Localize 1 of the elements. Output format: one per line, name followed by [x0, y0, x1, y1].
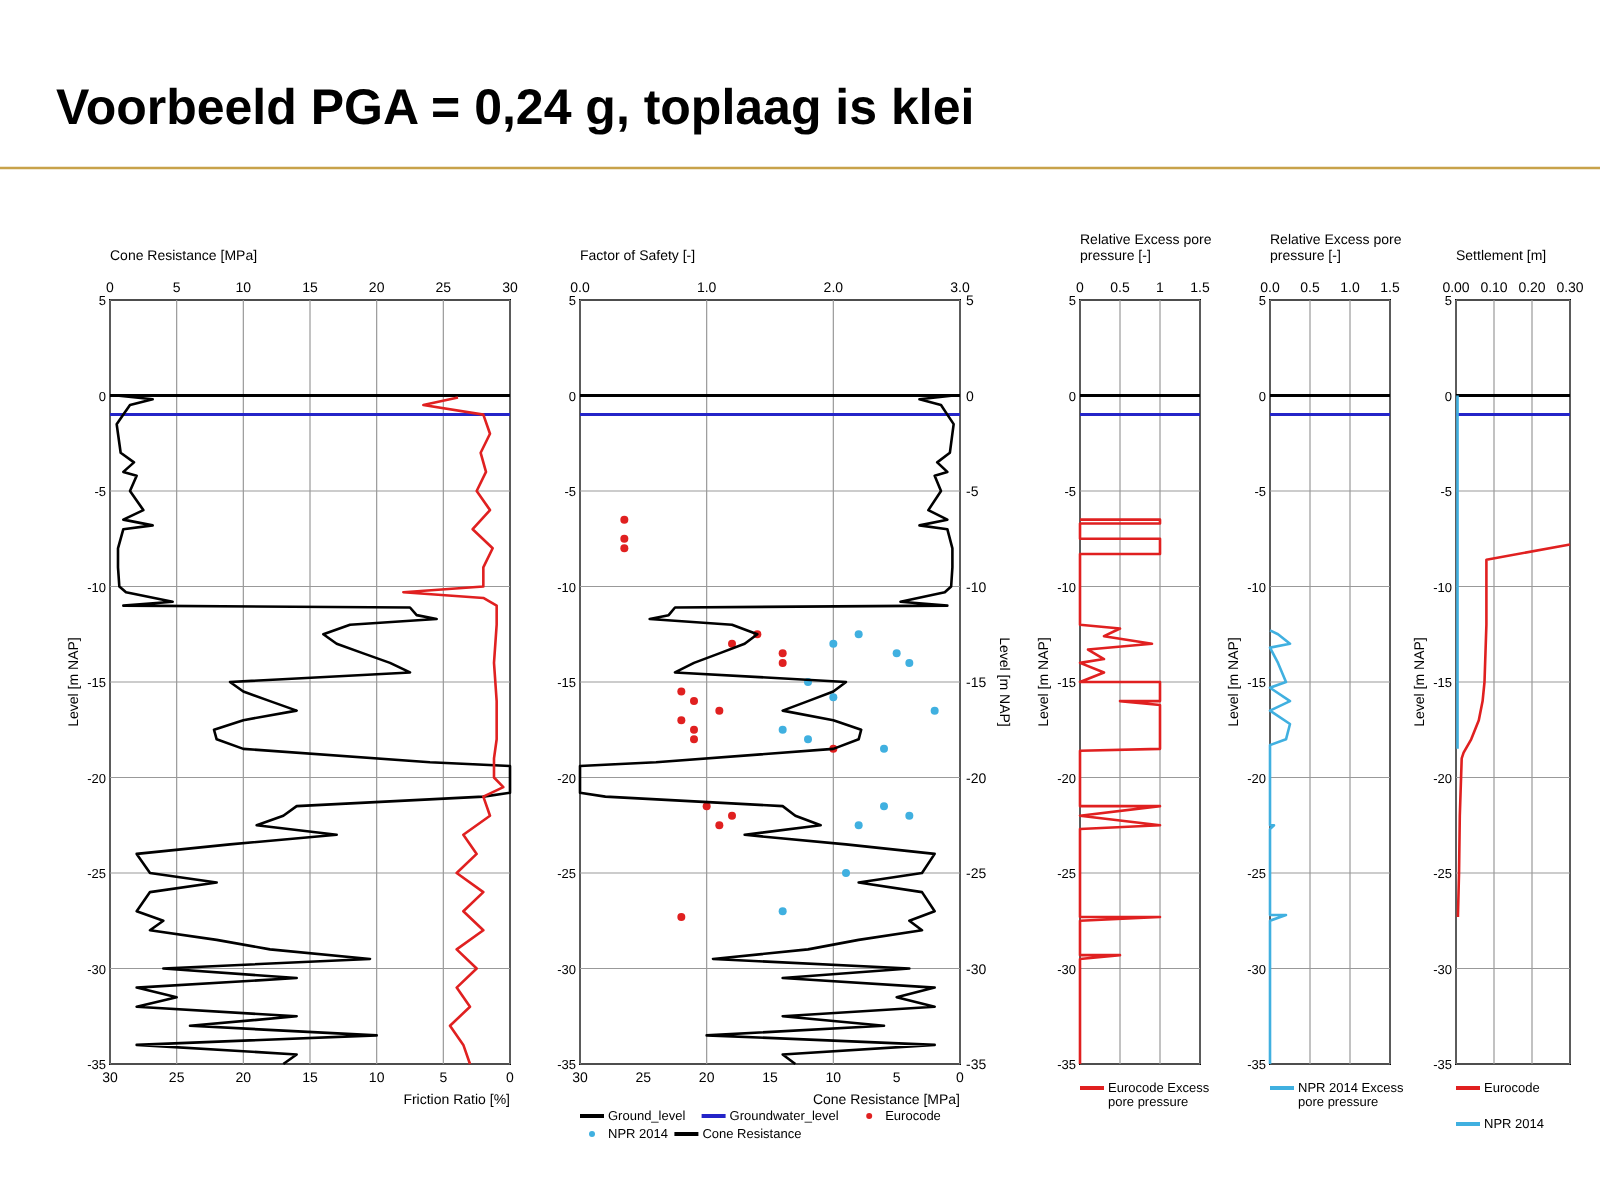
chart-title: Voorbeeld PGA = 0,24 g, toplaag is klei: [56, 80, 975, 136]
